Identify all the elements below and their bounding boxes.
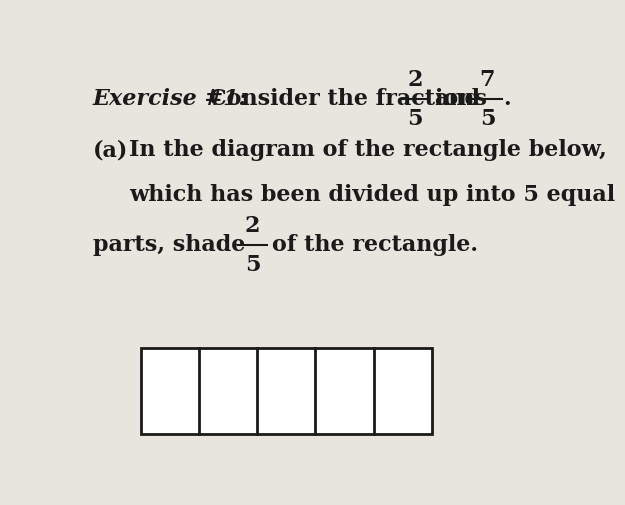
- Text: (a): (a): [92, 139, 128, 161]
- Text: parts, shade: parts, shade: [92, 234, 245, 257]
- Text: 2: 2: [245, 215, 260, 237]
- Text: 5: 5: [407, 108, 422, 130]
- Bar: [141, 348, 432, 434]
- Text: and: and: [434, 88, 480, 111]
- Text: which has been divided up into 5 equal: which has been divided up into 5 equal: [129, 184, 615, 206]
- Text: Consider the fractions: Consider the fractions: [209, 88, 487, 111]
- Text: Exercise #1:: Exercise #1:: [92, 88, 248, 111]
- Text: of the rectangle.: of the rectangle.: [272, 234, 478, 257]
- Text: 5: 5: [245, 254, 260, 276]
- Text: 2: 2: [407, 69, 422, 91]
- Text: 5: 5: [479, 108, 495, 130]
- Text: 7: 7: [479, 69, 495, 91]
- Text: .: .: [503, 88, 511, 111]
- Text: In the diagram of the rectangle below,: In the diagram of the rectangle below,: [129, 139, 607, 161]
